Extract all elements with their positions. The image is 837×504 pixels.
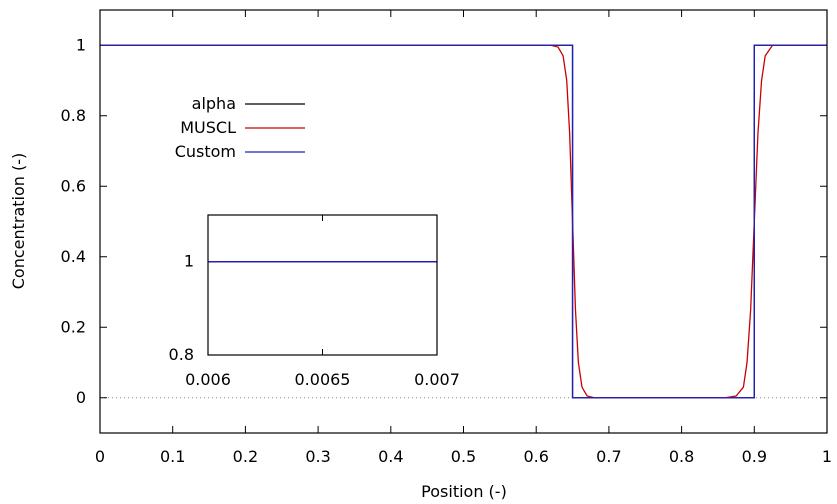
y-tick-label: 0 — [76, 388, 86, 407]
legend-label-alpha: alpha — [192, 94, 236, 113]
x-tick-label: 0.7 — [596, 447, 621, 466]
y-tick-label: 0.8 — [61, 106, 86, 125]
x-tick-label: 0.006 — [185, 370, 231, 389]
x-tick-label: 0.007 — [414, 370, 460, 389]
legend-label-muscl: MUSCL — [180, 118, 236, 137]
x-tick-label: 0.9 — [742, 447, 767, 466]
inset-plot: 0.006 0.0065 0.007 0.8 1 — [169, 214, 460, 389]
x-tick-label: 0.6 — [523, 447, 548, 466]
x-tick-label: 1 — [822, 447, 832, 466]
x-tick-label: 0.3 — [305, 447, 330, 466]
plot-frame — [207, 214, 438, 356]
x-axis-label: Position (-) — [421, 482, 507, 501]
legend: alpha MUSCL Custom — [175, 94, 305, 161]
y-tick-label: 0.8 — [169, 345, 194, 364]
main-plot: 0 0.1 0.2 0.3 0.4 0.5 0.6 0.7 0.8 0.9 1 0 0.2 0.4 0.6 0… — [61, 9, 832, 466]
x-tick-label: 0.2 — [233, 447, 258, 466]
series-group — [100, 44, 827, 399]
y-tick-label: 0.2 — [61, 317, 86, 336]
y-axis-label: Concentration (-) — [9, 153, 28, 290]
x-tick-label: 0.0065 — [295, 370, 351, 389]
x-tick-label: 0 — [95, 447, 105, 466]
legend-label-custom: Custom — [175, 142, 236, 161]
y-tick-label: 1 — [184, 252, 194, 271]
x-tick-label: 0.5 — [451, 447, 476, 466]
y-tick-label: 0.4 — [61, 247, 86, 266]
plot-frame — [99, 9, 828, 434]
series-line-custom — [100, 44, 827, 399]
x-tick-label: 0.8 — [669, 447, 694, 466]
y-tick-label: 1 — [76, 35, 86, 54]
x-tick-label: 0.4 — [378, 447, 403, 466]
y-tick-label: 0.6 — [61, 176, 86, 195]
x-tick-label: 0.1 — [160, 447, 185, 466]
